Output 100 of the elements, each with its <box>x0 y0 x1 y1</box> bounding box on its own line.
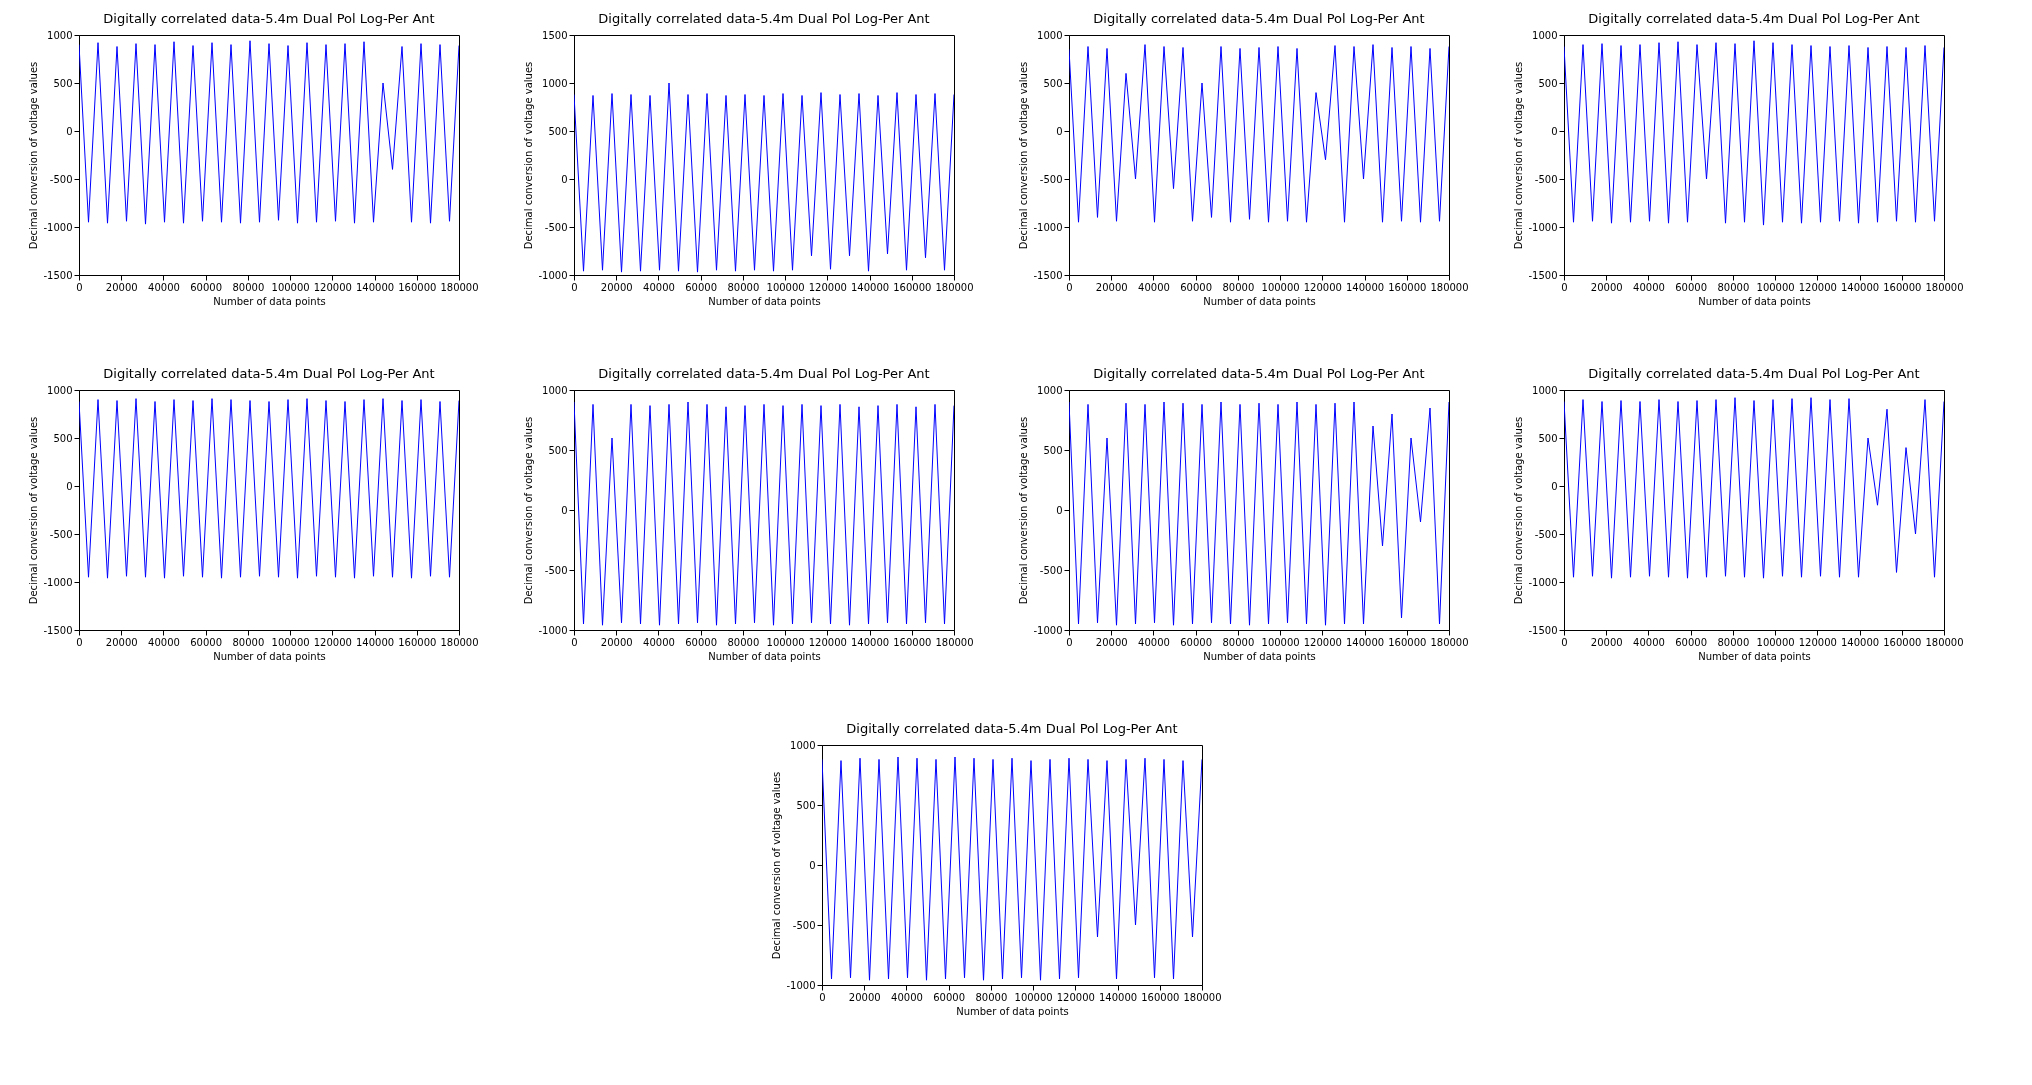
y-tick-label: -1000 <box>538 624 568 636</box>
y-axis-title: Decimal conversion of voltage values <box>1513 416 1525 605</box>
y-tick-label: -500 <box>1534 173 1558 185</box>
x-tick-label: 180000 <box>1925 636 1964 648</box>
x-tick-label: 60000 <box>1675 281 1708 293</box>
y-tick-label: -500 <box>792 919 815 931</box>
line-series <box>1564 397 1944 579</box>
x-tick-label: 140000 <box>850 281 890 293</box>
y-tick-label: 0 <box>561 504 568 516</box>
x-tick-label: 160000 <box>398 636 437 648</box>
x-axis-title: Number of data points <box>1698 295 1811 307</box>
x-tick-label: 60000 <box>932 991 965 1003</box>
x-tick-label: 80000 <box>727 636 760 648</box>
x-tick-label: 0 <box>818 991 826 1003</box>
x-tick-label: 180000 <box>1430 281 1469 293</box>
x-tick-label: 20000 <box>105 281 138 293</box>
y-axis-title: Decimal conversion of voltage values <box>1018 61 1030 250</box>
y-tick-label: -1000 <box>1033 624 1063 636</box>
line-series <box>1564 40 1944 226</box>
x-tick-label: 100000 <box>1261 281 1300 293</box>
y-tick-label: -500 <box>544 221 568 233</box>
x-tick-label: 0 <box>76 281 83 293</box>
y-tick-label: 500 <box>1043 77 1063 89</box>
x-tick-label: 160000 <box>1883 636 1922 648</box>
x-tick-label: 160000 <box>398 281 437 293</box>
y-tick-label: 0 <box>1056 504 1063 516</box>
x-axis-title: Number of data points <box>708 650 821 662</box>
x-tick-label: 60000 <box>1180 281 1213 293</box>
x-axis-title: Number of data points <box>1698 650 1811 662</box>
line-series <box>821 756 1202 981</box>
y-tick-label: 500 <box>795 799 815 811</box>
y-axis-title: Decimal conversion of voltage values <box>523 416 535 605</box>
x-tick-label: 140000 <box>355 636 395 648</box>
line-series <box>1069 401 1449 626</box>
y-tick-label: 500 <box>53 432 73 444</box>
x-tick-label: 60000 <box>190 281 223 293</box>
x-tick-label: 40000 <box>148 636 180 648</box>
x-axis-title: Number of data points <box>213 650 326 662</box>
x-tick-label: 40000 <box>1633 636 1665 648</box>
x-tick-label: 40000 <box>1138 636 1170 648</box>
x-tick-label: 60000 <box>190 636 223 648</box>
x-tick-label: 80000 <box>232 281 265 293</box>
x-tick-label: 140000 <box>1840 636 1880 648</box>
line-series <box>1069 44 1449 223</box>
x-tick-label: 100000 <box>1756 281 1795 293</box>
x-tick-label: 120000 <box>313 281 352 293</box>
x-tick-label: 160000 <box>1140 991 1179 1003</box>
x-tick-label: 60000 <box>685 636 718 648</box>
x-tick-label: 100000 <box>1756 636 1795 648</box>
y-tick-label: 1000 <box>47 29 73 41</box>
y-tick-label: -1000 <box>43 576 73 588</box>
x-tick-label: 20000 <box>600 636 633 648</box>
y-tick-label: -1000 <box>1033 221 1063 233</box>
x-tick-label: 20000 <box>1095 636 1128 648</box>
x-tick-label: 160000 <box>1388 636 1427 648</box>
chart-title: Digitally correlated data-5.4m Dual Pol Log-Per Ant <box>845 721 1178 736</box>
x-tick-label: 20000 <box>600 281 633 293</box>
y-axis-title: Decimal conversion of voltage values <box>28 61 40 250</box>
y-tick-label: 1500 <box>542 29 568 41</box>
x-tick-label: 80000 <box>1717 281 1750 293</box>
x-tick-label: 120000 <box>1303 636 1342 648</box>
y-axis-title: Decimal conversion of voltage values <box>1018 416 1030 605</box>
x-tick-label: 100000 <box>766 281 805 293</box>
x-tick-label: 0 <box>1561 636 1568 648</box>
x-tick-label: 140000 <box>355 281 395 293</box>
x-tick-label: 40000 <box>643 636 675 648</box>
y-tick-label: 0 <box>1056 125 1063 137</box>
x-tick-label: 80000 <box>727 281 760 293</box>
y-tick-label: 500 <box>548 444 568 456</box>
x-tick-label: 120000 <box>313 636 352 648</box>
x-axis-title: Number of data points <box>708 295 821 307</box>
y-tick-label: 0 <box>66 480 73 492</box>
line-series <box>574 401 954 626</box>
x-tick-label: 20000 <box>105 636 138 648</box>
chart-title: Digitally correlated data-5.4m Dual Pol Log-Per Ant <box>1093 366 1425 381</box>
x-tick-label: 120000 <box>808 281 847 293</box>
x-tick-label: 0 <box>571 636 578 648</box>
x-tick-label: 20000 <box>1590 281 1623 293</box>
x-tick-label: 40000 <box>1138 281 1170 293</box>
x-tick-label: 80000 <box>1717 636 1750 648</box>
y-tick-label: -1500 <box>1033 269 1063 281</box>
chart-title: Digitally correlated data-5.4m Dual Pol Log-Per Ant <box>103 366 435 381</box>
y-tick-label: 1000 <box>1037 29 1063 41</box>
line-series <box>79 398 459 579</box>
y-tick-label: 1000 <box>1037 384 1063 396</box>
y-tick-label: 500 <box>1043 444 1063 456</box>
x-tick-label: 180000 <box>1430 636 1469 648</box>
y-tick-label: -1500 <box>1528 269 1558 281</box>
y-tick-label: 1000 <box>789 739 815 751</box>
y-tick-label: 1000 <box>47 384 73 396</box>
x-tick-label: 60000 <box>685 281 718 293</box>
x-tick-label: 100000 <box>1014 991 1053 1003</box>
x-tick-label: 0 <box>1066 281 1073 293</box>
x-tick-label: 160000 <box>893 281 932 293</box>
x-tick-label: 0 <box>76 636 83 648</box>
x-tick-label: 100000 <box>1261 636 1300 648</box>
x-tick-label: 160000 <box>1388 281 1427 293</box>
y-axis-title: Decimal conversion of voltage values <box>523 61 535 250</box>
chart-title: Digitally correlated data-5.4m Dual Pol Log-Per Ant <box>1588 366 1920 381</box>
chart-title: Digitally correlated data-5.4m Dual Pol Log-Per Ant <box>1588 11 1920 26</box>
